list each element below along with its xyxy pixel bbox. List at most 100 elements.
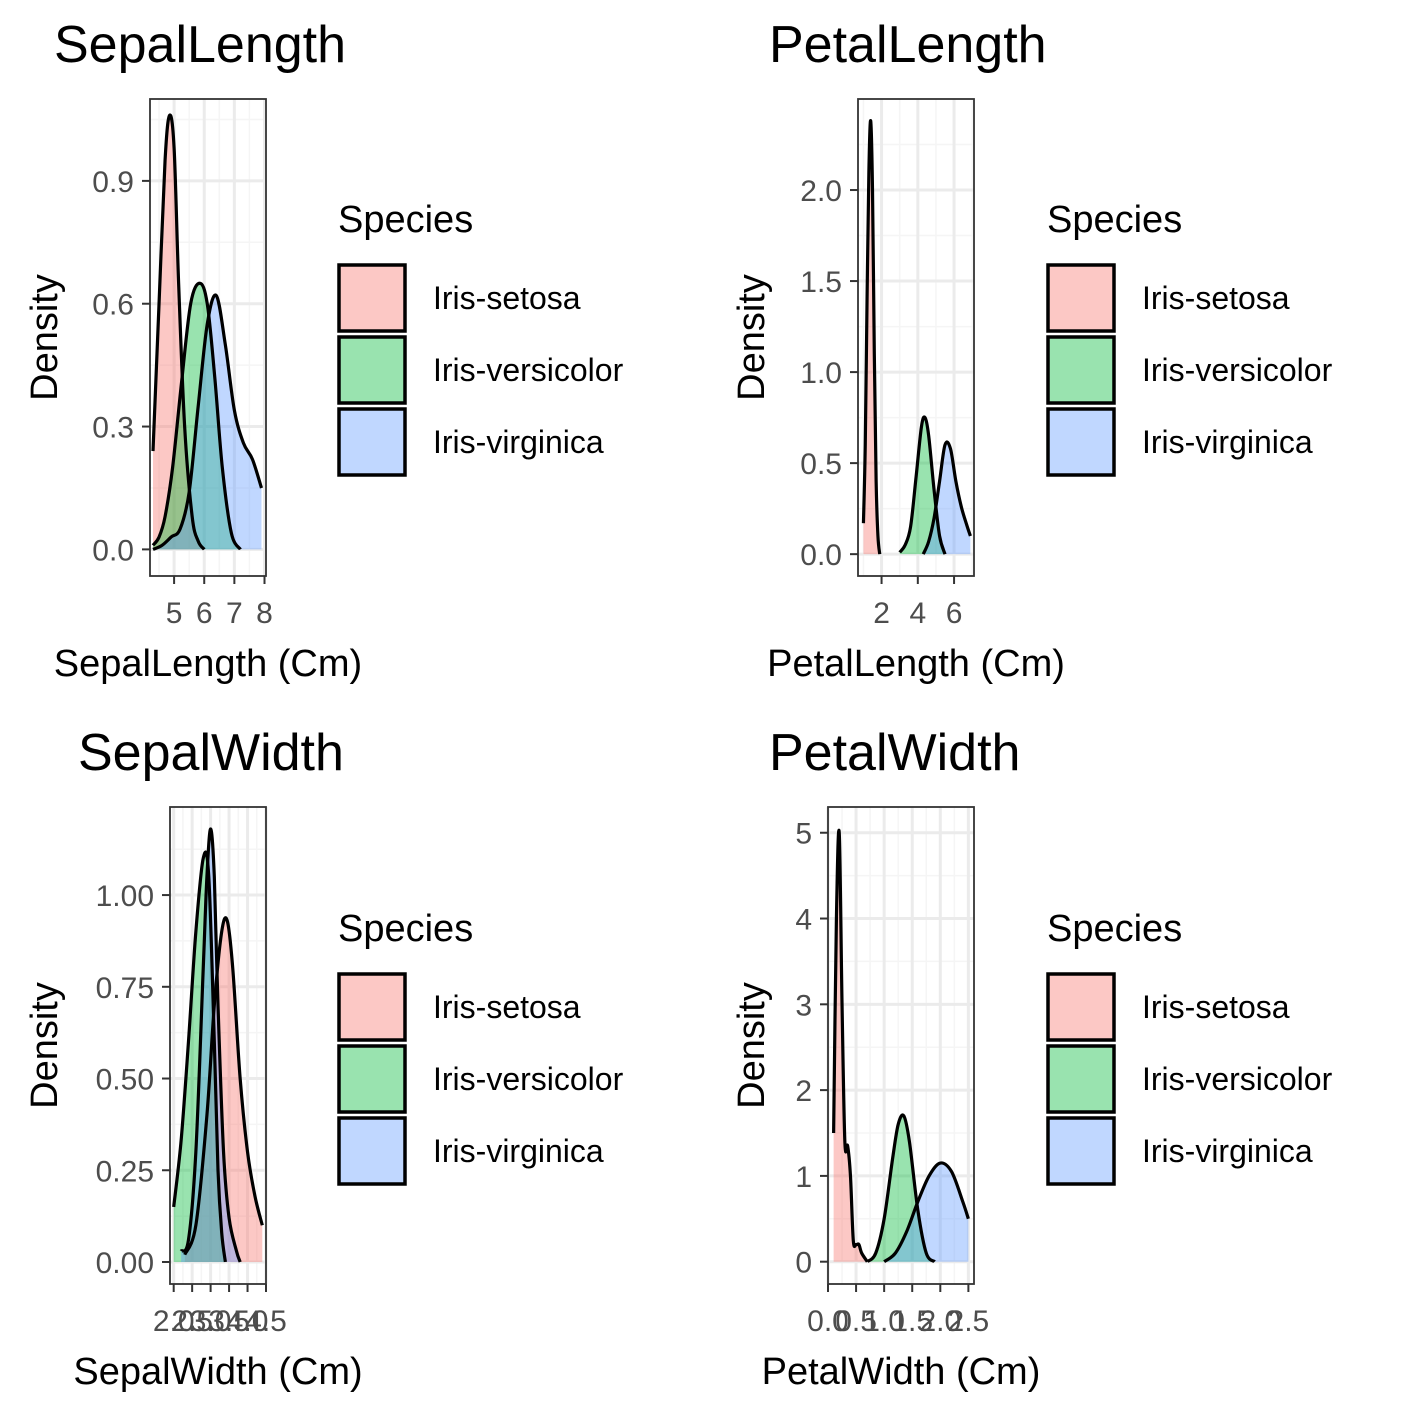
legend-key-iris-setosa xyxy=(1046,263,1116,333)
chart-panel-petalwidth: PetalWidth 0 1 2 3 4 5 0.00.51.01.52.02.5 PetalW… xyxy=(731,724,1333,1393)
x-tick-label: 0.5 xyxy=(835,1305,877,1338)
x-tick-label: 0.0 xyxy=(807,1305,849,1338)
x-tick-label: 6 xyxy=(196,597,213,630)
y-tick-label: 0.0 xyxy=(92,534,134,567)
y-axis-title: Density xyxy=(731,982,773,1109)
density-curve-iris-virginica xyxy=(179,827,242,1263)
chart-panel-petallength: PetalLength 0.0 0.5 1.0 1.5 2.0 2 4 6 PetalLength… xyxy=(731,16,1333,685)
density-curve-iris-virginica xyxy=(921,440,972,555)
x-tick-label: 8 xyxy=(256,597,273,630)
legend-key-bg xyxy=(339,1118,405,1184)
x-tick-label: 3.0 xyxy=(190,1305,232,1338)
legend-key-bg xyxy=(1048,409,1114,475)
y-tick-label: 2.0 xyxy=(800,175,842,208)
legend-key-bg xyxy=(339,974,405,1040)
density-areas xyxy=(151,113,264,551)
y-tick-label: 0.5 xyxy=(800,448,842,481)
density-areas xyxy=(861,119,972,555)
x-axis-title: SepalLength (Cm) xyxy=(54,643,362,685)
y-tick-label: 5 xyxy=(795,818,812,851)
y-tick-label: 0.6 xyxy=(92,289,134,322)
chart-title: SepalLength xyxy=(54,16,346,74)
panel-border xyxy=(169,806,267,1285)
legend-title: Species xyxy=(338,908,473,950)
density-area-iris-setosa xyxy=(153,115,205,550)
x-tick-label: 2.0 xyxy=(153,1305,195,1338)
density-curve-iris-versicolor xyxy=(898,415,947,555)
legend-label: Iris-versicolor xyxy=(1142,1061,1333,1097)
legend-label: Iris-virginica xyxy=(1142,424,1313,460)
legend-title: Species xyxy=(338,199,473,241)
y-axis-title: Density xyxy=(24,274,66,401)
legend-key-bg xyxy=(339,409,405,475)
density-curve-iris-setosa xyxy=(183,916,264,1256)
density-area-iris-setosa xyxy=(184,917,263,1262)
legend-key-iris-setosa xyxy=(1046,972,1116,1042)
legend: Species Iris-setosa Iris-versicolor Iris-vi… xyxy=(1046,908,1333,1186)
panel-border xyxy=(827,806,975,1285)
legend: Species Iris-setosa Iris-versicolor Iris-vi… xyxy=(1046,199,1333,477)
grid-lines xyxy=(826,807,974,1284)
legend-key-iris-versicolor xyxy=(1046,335,1116,405)
density-curve-iris-virginica xyxy=(883,1161,970,1264)
density-curve-iris-setosa xyxy=(151,113,206,551)
x-axis-title: PetalLength (Cm) xyxy=(767,643,1065,685)
legend-label: Iris-virginica xyxy=(433,424,604,460)
y-axis-title: Density xyxy=(24,982,66,1109)
density-curve-iris-versicolor xyxy=(866,1113,936,1264)
density-curve-iris-setosa xyxy=(861,119,882,555)
panel-border xyxy=(857,98,975,577)
density-area-iris-setosa xyxy=(863,120,880,555)
legend-label: Iris-virginica xyxy=(1142,1133,1313,1169)
y-tick-label: 0.9 xyxy=(92,166,134,199)
legend-key-bg xyxy=(1048,265,1114,331)
legend-key-bg xyxy=(339,337,405,403)
chart-title: PetalWidth xyxy=(769,724,1020,782)
density-area-iris-virginica xyxy=(923,442,971,555)
legend-key-iris-setosa xyxy=(337,263,407,333)
legend-key-iris-versicolor xyxy=(337,1044,407,1114)
x-tick-label: 5 xyxy=(166,597,183,630)
legend-key-iris-virginica xyxy=(337,1116,407,1186)
legend-key-bg xyxy=(1048,1046,1114,1112)
legend-key-bg xyxy=(1048,337,1114,403)
x-tick-label: 1.5 xyxy=(891,1305,933,1338)
x-axis-title: SepalWidth (Cm) xyxy=(73,1351,362,1393)
legend-key-bg xyxy=(1048,1118,1114,1184)
legend-label: Iris-versicolor xyxy=(1142,352,1333,388)
legend-key-bg xyxy=(339,1046,405,1112)
chart-title: SepalWidth xyxy=(78,724,344,782)
legend-key-iris-setosa xyxy=(337,972,407,1042)
legend-key-iris-virginica xyxy=(337,407,407,477)
y-tick-label: 4 xyxy=(795,904,812,937)
legend-key-iris-virginica xyxy=(1046,1116,1116,1186)
y-tick-label: 1.00 xyxy=(96,880,154,913)
density-area-iris-virginica xyxy=(153,295,262,550)
chart-panel-sepallength: SepalLength 0.0 0.3 0.6 0.9 5 6 7 8 SepalLength (… xyxy=(24,16,624,685)
legend-key-bg xyxy=(1048,974,1114,1040)
y-tick-label: 1 xyxy=(795,1161,812,1194)
x-tick-label: 1.0 xyxy=(863,1305,905,1338)
x-tick-label: 6 xyxy=(946,597,963,630)
legend-label: Iris-setosa xyxy=(1142,280,1290,316)
legend-label: Iris-setosa xyxy=(433,280,581,316)
y-tick-label: 0.75 xyxy=(96,972,154,1005)
x-tick-label: 3.5 xyxy=(208,1305,250,1338)
legend-title: Species xyxy=(1047,908,1182,950)
x-tick-label: 2.5 xyxy=(948,1305,990,1338)
legend-title: Species xyxy=(1047,199,1182,241)
y-tick-label: 0.0 xyxy=(800,539,842,572)
density-curve-iris-virginica xyxy=(152,293,264,551)
y-tick-label: 0.50 xyxy=(96,1064,154,1097)
legend-label: Iris-virginica xyxy=(433,1133,604,1169)
legend: Species Iris-setosa Iris-versicolor Iris-vi… xyxy=(337,908,624,1186)
chart-panel-sepalwidth: SepalWidth 0.00 0.25 0.50 0.75 1.00 2.02.53.03… xyxy=(24,724,624,1393)
y-tick-label: 2 xyxy=(795,1075,812,1108)
panel-border xyxy=(149,98,267,577)
y-tick-label: 3 xyxy=(795,989,812,1022)
x-tick-label: 4.0 xyxy=(227,1305,269,1338)
y-tick-label: 0.3 xyxy=(92,412,134,445)
y-tick-label: 1.5 xyxy=(800,266,842,299)
x-tick-label: 7 xyxy=(226,597,243,630)
x-tick-label: 2.0 xyxy=(919,1305,961,1338)
